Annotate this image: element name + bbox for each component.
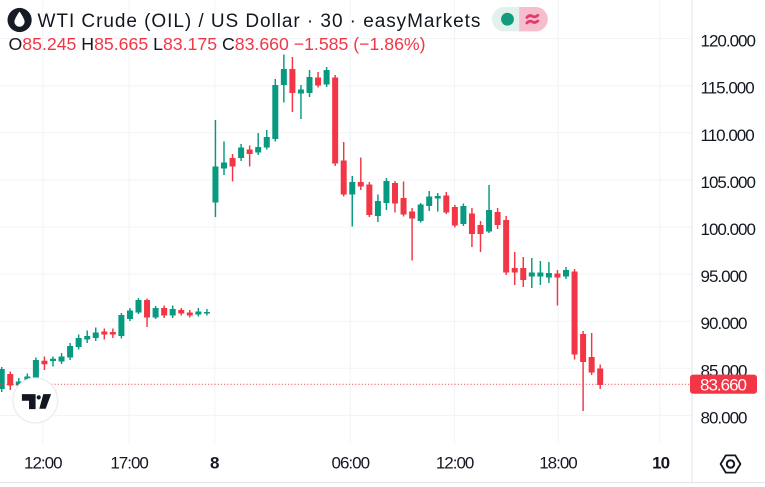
svg-text:105.000: 105.000 — [701, 173, 756, 192]
svg-text:12:00: 12:00 — [436, 454, 474, 473]
svg-text:115.000: 115.000 — [701, 79, 755, 98]
svg-text:110.000: 110.000 — [701, 126, 755, 145]
svg-text:80.000: 80.000 — [701, 408, 748, 427]
svg-text:90.000: 90.000 — [701, 314, 748, 333]
svg-text:12:00: 12:00 — [24, 454, 62, 473]
svg-text:100.000: 100.000 — [701, 220, 756, 239]
svg-text:WTI Crude (OIL) / US Dollar ·: WTI Crude (OIL) / US Dollar · 30 · easyM… — [38, 11, 482, 32]
svg-text:8: 8 — [210, 454, 219, 473]
svg-text:O85.245 H85.665 L83.175 C83.66: O85.245 H85.665 L83.175 C83.660 −1.585 (… — [9, 34, 426, 54]
svg-text:120.000: 120.000 — [701, 32, 756, 51]
svg-text:83.660: 83.660 — [700, 375, 747, 394]
svg-text:17:00: 17:00 — [110, 454, 148, 473]
svg-text:95.000: 95.000 — [701, 267, 748, 286]
svg-text:10: 10 — [652, 454, 669, 473]
svg-text:06:00: 06:00 — [332, 454, 370, 473]
svg-text:18:00: 18:00 — [539, 454, 577, 473]
